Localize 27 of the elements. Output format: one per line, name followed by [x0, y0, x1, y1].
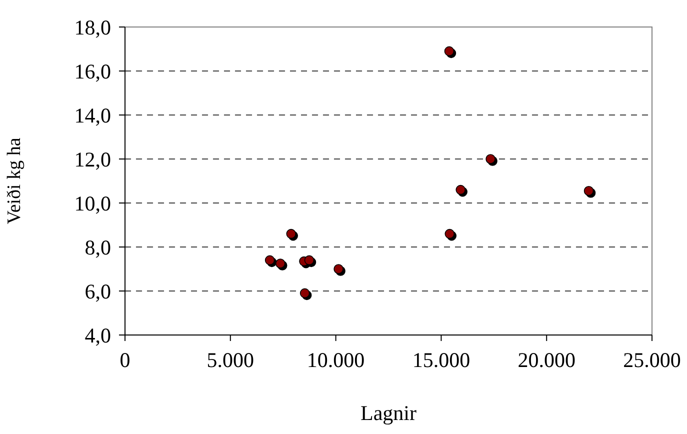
point [486, 154, 496, 164]
x-tick-label: 0 [120, 348, 130, 372]
y-tick-label: 6,0 [84, 279, 111, 304]
point [584, 186, 594, 196]
point [275, 258, 286, 268]
point [456, 184, 466, 195]
y-tick-label: 14,0 [74, 103, 111, 128]
x-tick-label: 5.000 [206, 348, 254, 372]
y-axis-title: Veiði kg ha [4, 137, 25, 224]
y-tick-label: 18,0 [74, 15, 111, 40]
point [444, 228, 455, 239]
point [304, 255, 314, 266]
x-tick-label: 20.000 [518, 348, 576, 372]
point [300, 288, 310, 298]
point [444, 46, 454, 56]
x-tick-label: 25.000 [623, 348, 681, 372]
x-tick-label: 10.000 [306, 348, 365, 372]
x-axis-title: Lagnir [360, 401, 416, 425]
y-tick-label: 16,0 [74, 59, 111, 84]
y-tick-label: 4,0 [84, 323, 111, 348]
y-tick-label: 8,0 [84, 235, 111, 260]
y-tick-label: 12,0 [74, 147, 111, 172]
point [286, 228, 296, 239]
point [264, 255, 275, 266]
y-tick-label: 10,0 [74, 191, 111, 216]
point [334, 264, 344, 274]
x-tick-label: 15.000 [412, 348, 470, 372]
